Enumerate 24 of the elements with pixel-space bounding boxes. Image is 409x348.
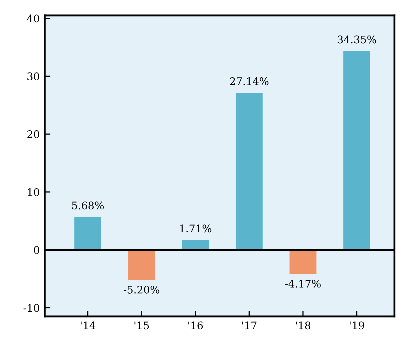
data-label: 34.35% — [338, 36, 376, 44]
y-tick-label: 0 — [34, 246, 40, 254]
x-tick-label: '15 — [134, 322, 150, 330]
bar — [344, 51, 370, 250]
data-label: 1.71% — [180, 224, 212, 233]
x-tick-label: '17 — [242, 322, 257, 330]
y-tick-label: 40 — [27, 14, 40, 23]
y-tick-label: -10 — [24, 304, 40, 312]
bar — [290, 250, 317, 274]
data-label: -4.17% — [285, 280, 321, 288]
y-tick-label: 20 — [28, 130, 40, 138]
bar — [236, 93, 263, 250]
bar — [182, 240, 210, 250]
data-label: -5.20% — [124, 286, 160, 294]
y-tick-label: 10 — [28, 188, 40, 196]
bar — [128, 250, 156, 280]
data-label: 27.14% — [230, 78, 269, 86]
x-tick-label: '14 — [80, 322, 96, 330]
y-tick-label: 30 — [28, 72, 40, 81]
bar — [74, 217, 102, 250]
x-tick-label: '18 — [296, 322, 311, 330]
x-tick-label: '19 — [350, 322, 364, 330]
data-label: 5.68% — [72, 202, 104, 210]
x-tick-label: '16 — [188, 322, 204, 330]
